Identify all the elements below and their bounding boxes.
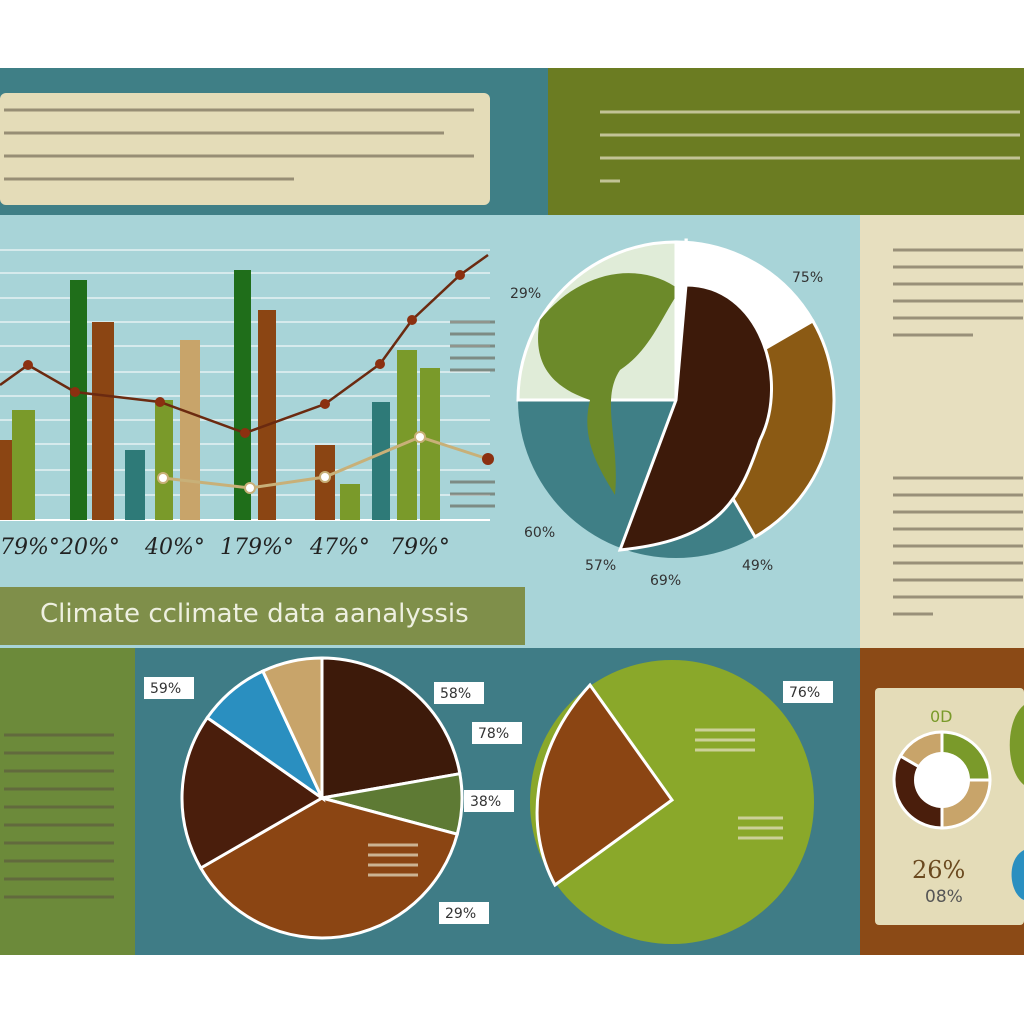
bar <box>125 450 145 520</box>
line-point <box>455 270 465 280</box>
pie-label: 69% <box>650 573 681 589</box>
donut-hole <box>914 752 970 808</box>
donut-edge <box>1011 850 1024 900</box>
axis-label: 79%° <box>0 535 60 560</box>
pie-label: 58% <box>440 686 471 702</box>
line-point <box>240 428 250 438</box>
bar <box>234 270 251 520</box>
pie-label: 76% <box>789 685 820 701</box>
pie-label: 49% <box>742 558 773 574</box>
pie-slice <box>535 682 675 888</box>
line-point <box>320 399 330 409</box>
pie-label: 57% <box>585 558 616 574</box>
line-point <box>375 359 385 369</box>
bar <box>420 368 440 520</box>
title-band <box>0 587 525 645</box>
line-series <box>0 253 489 435</box>
axis-label: 79%° <box>390 535 450 560</box>
pie-label: 29% <box>510 286 541 302</box>
axis-label: 20%° <box>59 535 120 560</box>
label-box <box>464 790 514 812</box>
line-point <box>407 315 417 325</box>
donut-label: 0D <box>930 707 953 726</box>
pie-label: 38% <box>470 794 501 810</box>
line-point <box>155 397 165 407</box>
pie-label: 60% <box>524 525 555 541</box>
donut-edge <box>1009 705 1024 785</box>
label-box <box>144 677 194 699</box>
pie-slice <box>180 715 325 871</box>
line-point <box>319 471 331 483</box>
pie-label: 29% <box>445 906 476 922</box>
pie-label: 78% <box>478 726 509 742</box>
label-box <box>439 902 489 924</box>
pie-slice <box>198 796 460 940</box>
pie-label: 75% <box>792 270 823 286</box>
line-point <box>70 387 80 397</box>
line-point <box>244 482 256 494</box>
line-point <box>157 472 169 484</box>
bar <box>372 402 390 520</box>
title: Climate cclimate data aanalyssis <box>40 599 469 629</box>
line-point <box>482 453 494 465</box>
donut-label: 08% <box>925 887 963 907</box>
label-box <box>783 681 833 703</box>
donut-label: 26% <box>912 856 965 884</box>
bar <box>0 440 12 520</box>
panel <box>860 215 1024 648</box>
pie-slice <box>260 656 324 799</box>
pie-slice <box>617 283 773 552</box>
bar <box>397 350 417 520</box>
bar <box>258 310 276 520</box>
axis-label: 179%° <box>220 535 294 560</box>
bar <box>340 484 360 520</box>
label-box <box>434 682 484 704</box>
bar <box>180 340 200 520</box>
bar <box>70 280 87 520</box>
line-point <box>414 431 426 443</box>
bar <box>92 322 114 520</box>
pie-slice <box>320 656 462 800</box>
globe-land <box>538 273 680 495</box>
panel <box>548 68 1024 215</box>
axis-label: 40%° <box>144 535 205 560</box>
line-point <box>23 360 33 370</box>
bar <box>12 410 35 520</box>
label-box <box>472 722 522 744</box>
text-box <box>0 93 490 205</box>
axis-label: 47%° <box>309 535 370 560</box>
panel <box>0 648 135 955</box>
pie-label: 59% <box>150 681 181 697</box>
bar <box>155 400 173 520</box>
